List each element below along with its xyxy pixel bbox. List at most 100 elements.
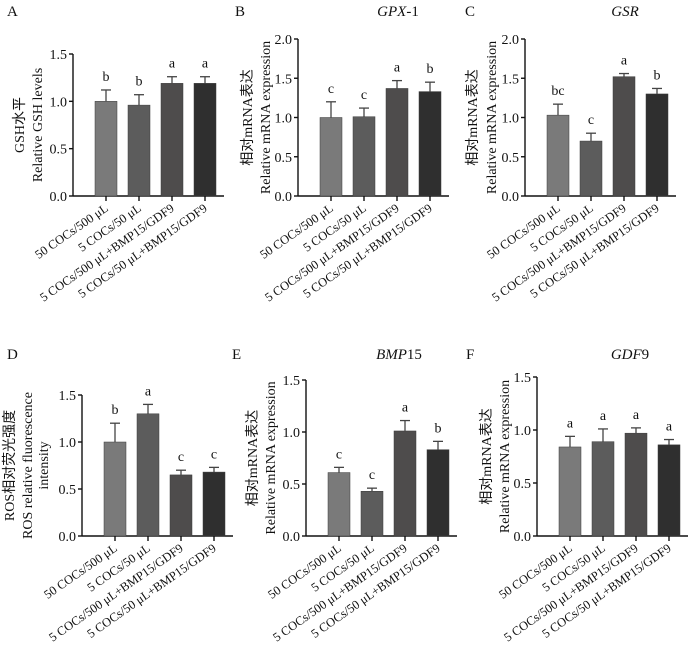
y-tick-label: 0.0 <box>275 190 293 205</box>
bar <box>385 88 409 197</box>
panel-letter: E <box>232 347 241 363</box>
significance-label: a <box>145 384 152 399</box>
y-tick-label: 0.0 <box>283 530 301 545</box>
y-tick-label: 0.5 <box>50 143 68 158</box>
y-tick-label: 0.0 <box>59 530 77 545</box>
bar <box>160 83 184 197</box>
significance-label: c <box>336 447 342 462</box>
bar <box>127 104 151 197</box>
x-category-label: 5 COCs/500 μL+BMP15/GDF9 <box>46 541 185 644</box>
y-axis-label-en: Relative mRNA expression <box>485 41 500 194</box>
bar <box>360 491 384 537</box>
y-axis-label-en: Relative GSH levels <box>31 68 46 182</box>
significance-label: c <box>588 113 594 128</box>
y-tick-label: 2.0 <box>502 33 520 48</box>
chart-title: GPX-1 <box>377 4 419 20</box>
y-tick-label: 1.0 <box>50 95 68 110</box>
significance-label: c <box>369 468 375 483</box>
bar <box>612 76 636 197</box>
panel-e: E BMP15 相对mRNA表达 Relative mRNA expression 0.… <box>232 347 457 644</box>
bar <box>202 471 226 537</box>
y-tick-label: 2.0 <box>275 33 293 48</box>
y-tick-label: 0.5 <box>59 483 77 498</box>
y-tick-label: 1.5 <box>283 374 301 389</box>
significance-label: b <box>103 70 110 85</box>
significance-label: a <box>666 420 673 435</box>
y-axis-label-cn: 相对mRNA表达 <box>465 69 481 165</box>
y-axis-label-en: Relative mRNA expression <box>264 381 279 534</box>
significance-label: c <box>328 82 334 97</box>
y-tick-label: 0.0 <box>514 530 532 545</box>
y-tick-label: 1.0 <box>502 112 520 127</box>
bar <box>169 474 193 537</box>
panel-letter: D <box>7 347 18 363</box>
y-axis-label-cn: 相对mRNA表达 <box>479 408 495 504</box>
significance-label: a <box>567 416 574 431</box>
y-tick-label: 1.0 <box>514 424 532 439</box>
x-category-label: 5 COCs/500 μL+BMP15/GDF9 <box>501 541 640 644</box>
y-axis-label-en: Relative mRNA expression <box>498 380 513 533</box>
y-tick-label: 0.0 <box>502 190 520 205</box>
bar <box>103 441 127 537</box>
y-axis-label-en: Relative mRNA expression <box>259 41 274 194</box>
bar <box>94 101 118 197</box>
significance-label: c <box>178 450 184 465</box>
y-axis-label-en: intensity <box>37 441 52 489</box>
y-tick-label: 0.5 <box>283 478 301 493</box>
significance-label: b <box>136 75 143 90</box>
bar <box>327 472 351 537</box>
bar <box>426 449 450 537</box>
panel-d: D ROS相对荧光强度 ROS relative fluorescence inten… <box>1 347 233 644</box>
bar <box>136 413 160 537</box>
y-tick-label: 0.5 <box>502 151 520 166</box>
significance-label: a <box>402 401 409 416</box>
significance-label: b <box>435 421 442 436</box>
bar <box>579 140 603 197</box>
y-axis-label-en: ROS relative fluorescence <box>21 392 36 539</box>
y-tick-label: 1.5 <box>502 72 520 87</box>
y-tick-label: 0.0 <box>50 190 68 205</box>
y-axis-label-cn: 相对mRNA表达 <box>240 69 256 165</box>
y-axis-label-cn: 相对mRNA表达 <box>245 410 261 506</box>
bar <box>624 432 648 537</box>
significance-label: a <box>394 61 401 76</box>
significance-label: c <box>211 447 217 462</box>
bar <box>546 114 570 197</box>
x-category-label: 5 COCs/500 μL+BMP15/GDF9 <box>262 201 401 304</box>
bar <box>193 83 217 197</box>
y-tick-label: 0.5 <box>514 477 532 492</box>
y-tick-label: 1.5 <box>514 371 532 386</box>
significance-label: bc <box>551 84 564 99</box>
significance-label: a <box>600 409 607 424</box>
bar <box>645 93 669 197</box>
significance-label: b <box>112 403 119 418</box>
significance-label: a <box>621 54 628 69</box>
significance-label: a <box>169 57 176 72</box>
y-tick-label: 1.5 <box>275 72 293 87</box>
y-tick-label: 1.5 <box>59 389 77 404</box>
chart-title: GSR <box>611 4 639 20</box>
y-tick-label: 1.0 <box>283 426 301 441</box>
chart-title: GDF9 <box>611 347 649 363</box>
y-tick-label: 1.0 <box>275 112 293 127</box>
y-tick-label: 1.0 <box>59 436 77 451</box>
significance-label: a <box>633 408 640 423</box>
bar <box>591 441 615 537</box>
y-axis-label-cn: GSH水平 <box>12 97 28 153</box>
panel-letter: F <box>466 347 474 363</box>
bar <box>558 446 582 537</box>
y-tick-label: 0.5 <box>275 151 293 166</box>
bar <box>352 116 376 197</box>
significance-label: b <box>654 68 661 83</box>
panel-b: B GPX-1 相对mRNA表达 Relative mRNA expression0.… <box>235 4 449 304</box>
y-axis-label-cn: ROS相对荧光强度 <box>1 410 18 521</box>
x-category-label: 5 COCs/500 μL+BMP15/GDF9 <box>270 541 409 644</box>
bar <box>657 444 681 537</box>
panel-letter: A <box>7 4 18 20</box>
bar <box>418 91 442 197</box>
bar <box>393 430 417 537</box>
significance-label: b <box>427 62 434 77</box>
